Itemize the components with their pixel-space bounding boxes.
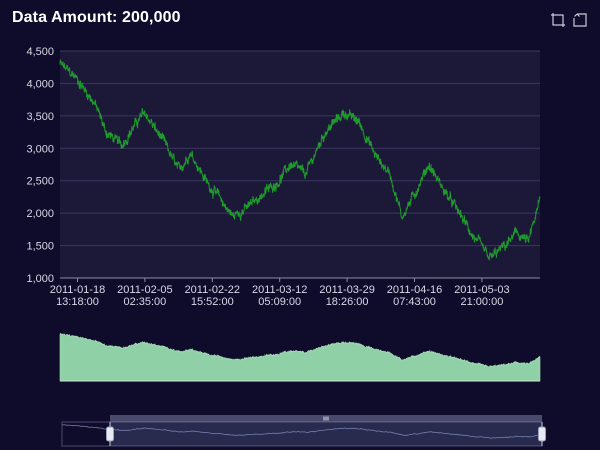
x-tick-label: 2011-03-12 05:09:00 <box>252 284 307 308</box>
x-axis: 2011-01-18 13:18:00 2011-02-05 02:35:00 2011… <box>50 277 540 308</box>
zoom-reset-icon <box>573 13 587 27</box>
slider-handle-left[interactable] <box>106 422 114 446</box>
y-tick-label: 2,500 <box>26 176 54 188</box>
plot-background <box>60 51 540 278</box>
grid-lines <box>60 50 540 279</box>
slider-preview-line <box>61 424 542 439</box>
y-tick-label: 2,000 <box>26 208 54 220</box>
chart-title: Data Amount: 200,000 <box>12 9 181 26</box>
y-tick-label: 4,500 <box>26 46 54 58</box>
overview-area-chart <box>59 332 541 382</box>
zoom-reset-button[interactable] <box>572 12 588 28</box>
y-tick-label: 3,000 <box>26 143 54 155</box>
x-tick-label: 2011-02-05 02:35:00 <box>117 284 172 308</box>
slider-grip-icon <box>323 416 329 421</box>
y-tick-label: 1,000 <box>26 273 54 285</box>
y-tick-label: 4,000 <box>26 78 54 90</box>
data-zoom-icon <box>551 13 565 27</box>
slider-handle-right[interactable] <box>538 422 546 446</box>
x-tick-label: 2011-02-22 15:52:00 <box>185 284 240 308</box>
y-axis: 1,000 1,500 2,000 2,500 3,000 3,500 4,000 4,500 <box>26 46 54 285</box>
x-tick-label: 2011-05-03 21:00:00 <box>454 284 509 308</box>
overview-area <box>59 332 541 382</box>
y-tick-label: 1,500 <box>26 241 54 253</box>
x-tick-label: 2011-01-18 13:18:00 <box>50 284 105 308</box>
x-tick-label: 2011-03-29 18:26:00 <box>319 284 374 308</box>
series-line <box>59 59 541 261</box>
y-tick-label: 3,500 <box>26 111 54 123</box>
data-zoom-slider[interactable] <box>61 415 546 447</box>
data-zoom-button[interactable] <box>550 12 566 28</box>
x-tick-label: 2011-04-16 07:43:00 <box>387 284 442 308</box>
slider-selected-window[interactable] <box>110 422 542 446</box>
